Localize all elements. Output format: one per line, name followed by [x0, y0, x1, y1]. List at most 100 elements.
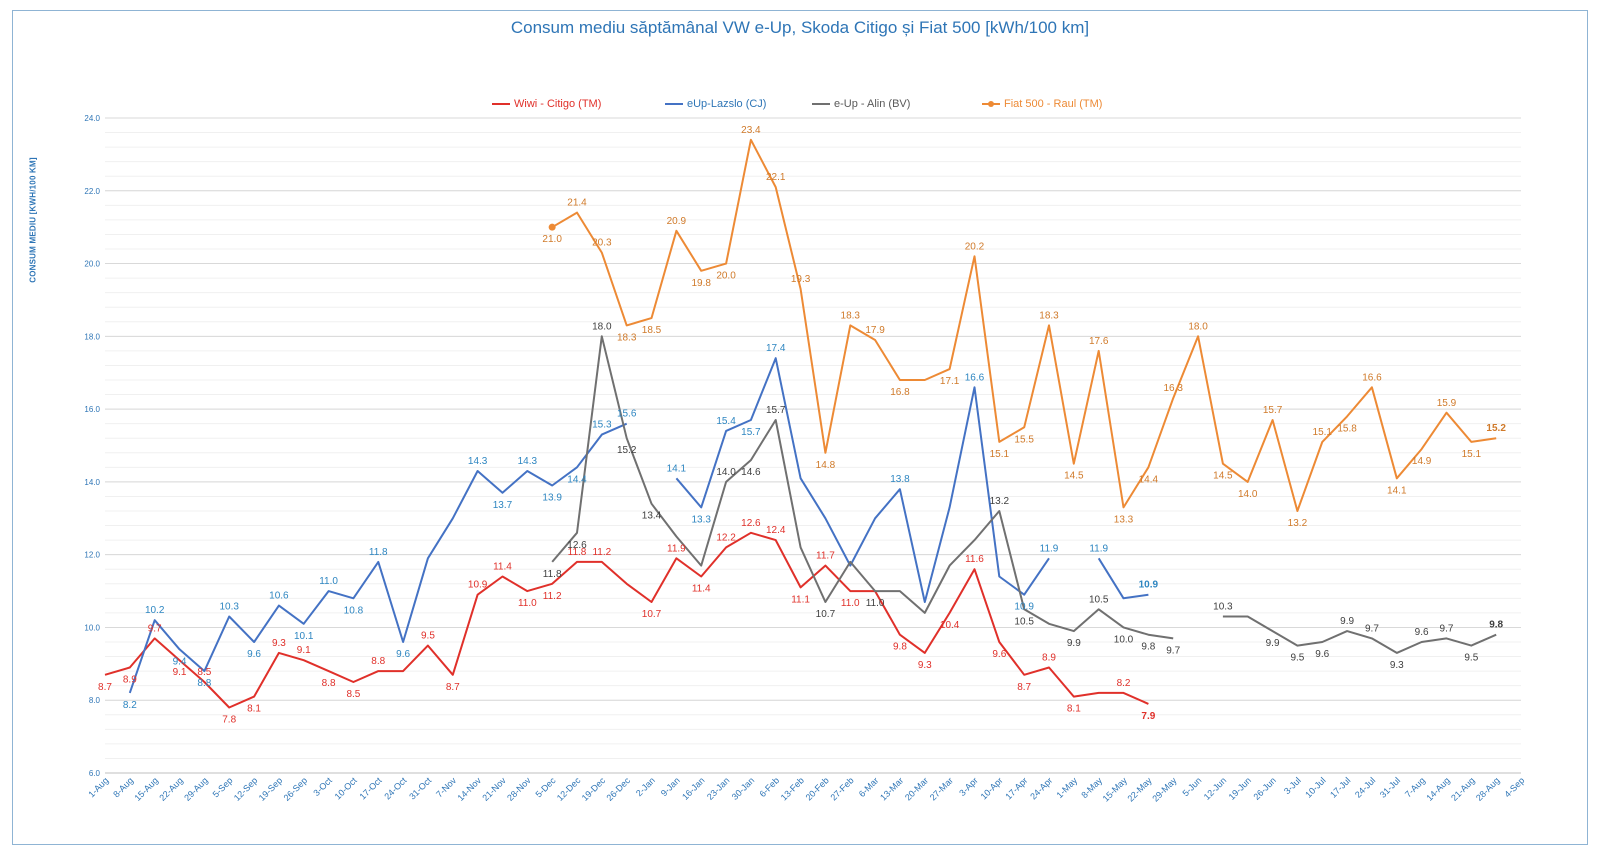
data-label: 23.4 — [741, 125, 761, 136]
data-label: 14.4 — [567, 474, 587, 485]
x-tick-label: 13-Feb — [779, 775, 806, 802]
x-tick-label: 15-May — [1101, 775, 1130, 804]
x-tick-label: 12-Sep — [232, 775, 260, 803]
x-tick-label: 14-Aug — [1424, 775, 1452, 803]
data-label: 10.1 — [294, 631, 314, 642]
data-label: 9.4 — [173, 656, 187, 667]
data-labels-2: 11.812.618.015.213.414.0 14.615.710.711.0… — [543, 321, 1504, 671]
data-label: 9.6 — [992, 649, 1006, 660]
data-label: 9.9 — [1340, 616, 1354, 627]
data-label: 14.8 — [816, 460, 836, 471]
data-label: 10.7 — [642, 609, 662, 620]
data-label: 10.9 — [1014, 602, 1034, 613]
x-tick-label: 10-Jul — [1303, 775, 1327, 799]
legend-swatch-alin — [812, 103, 830, 106]
x-tick-label: 23-Jan — [705, 775, 732, 802]
x-tick-label: 21-Aug — [1449, 775, 1477, 803]
data-label: 14.6 — [741, 467, 761, 478]
data-label: 17.6 — [1089, 336, 1109, 347]
data-label: 15.6 — [617, 409, 637, 420]
y-tick-label: 16.0 — [84, 405, 100, 414]
x-tick-label: 26-Sep — [282, 775, 310, 803]
legend: Wiwi - Citigo (TM) eUp-Lazslo (CJ) e-Up … — [0, 98, 1600, 114]
data-label: 11.6 — [965, 554, 984, 565]
data-label: 14.9 — [1412, 456, 1432, 467]
data-label: 15.5 — [1014, 434, 1034, 445]
data-label: 9.3 — [918, 660, 932, 671]
data-label: 10.7 — [816, 609, 836, 620]
x-tick-label: 17-Oct — [358, 775, 385, 802]
data-label: 10.5 — [1089, 594, 1109, 605]
data-label: 9.5 — [421, 631, 435, 642]
series-marker — [548, 223, 556, 231]
data-label: 18.0 — [592, 321, 612, 332]
data-label: 19.3 — [791, 274, 811, 285]
data-label: 17.4 — [766, 343, 786, 354]
data-label: 8.1 — [247, 704, 261, 715]
data-label: 11.8 — [568, 547, 587, 558]
data-label: 14.5 — [1213, 471, 1233, 482]
x-tick-label: 3-Oct — [311, 775, 334, 798]
series-0 — [104, 531, 1149, 709]
data-label: 11.2 — [543, 591, 562, 602]
x-tick-label: 12-Jun — [1202, 775, 1229, 802]
y-tick-label: 14.0 — [84, 478, 100, 487]
data-label: 11.0 — [319, 576, 338, 587]
x-tick-label: 31-Jul — [1378, 775, 1402, 799]
data-label: 10.8 — [344, 605, 364, 616]
data-label: 15.7 — [1263, 405, 1283, 416]
chart-title: Consum mediu săptămânal VW e-Up, Skoda C… — [510, 18, 1090, 37]
x-tick-label: 3-Jul — [1282, 775, 1303, 796]
series-2 — [551, 335, 1497, 654]
data-label: 11.9 — [667, 543, 686, 554]
data-label: 16.6 — [965, 372, 985, 383]
data-label: 9.1 — [297, 645, 311, 656]
data-label: 22.1 — [766, 172, 786, 183]
data-label: 8.8 — [197, 678, 211, 689]
series-line — [1097, 557, 1149, 600]
data-label: 8.9 — [1042, 652, 1056, 663]
data-label: 15.1 — [1313, 427, 1333, 438]
data-label: 9.6 — [247, 649, 261, 660]
data-label: 10.4 — [940, 620, 960, 631]
legend-swatch-wiwi — [492, 103, 510, 106]
data-label: 11.9 — [1089, 543, 1108, 554]
data-label: 17.1 — [940, 376, 960, 387]
x-tick-label: 24-Jul — [1353, 775, 1377, 799]
y-tick-label: 6.0 — [89, 769, 101, 778]
x-tick-label: 1-May — [1054, 775, 1079, 800]
data-label: 14.5 — [1064, 471, 1084, 482]
data-label: 20.3 — [592, 238, 612, 249]
data-label: 21.0 — [542, 234, 562, 245]
x-tick-label: 24-Apr — [1028, 775, 1054, 801]
series-3 — [551, 138, 1497, 512]
data-label: 14.0 — [1238, 489, 1258, 500]
data-label: 13.2 — [990, 496, 1010, 507]
data-label: 15.7 — [741, 427, 761, 438]
data-label: 11.8 — [369, 547, 388, 558]
data-label: 10.9 — [468, 580, 488, 591]
legend-label-lazslo: eUp-Lazslo (CJ) — [687, 98, 767, 110]
data-label: 20.2 — [965, 241, 985, 252]
data-label: 9.3 — [1390, 660, 1404, 671]
data-label: 9.7 — [1166, 645, 1180, 656]
data-label: 8.7 — [446, 682, 460, 693]
data-label: 15.2 — [1486, 423, 1506, 434]
data-label: 9.3 — [272, 638, 286, 649]
data-label: 12.6 — [567, 540, 587, 551]
x-tick-label: 27-Mar — [928, 775, 955, 802]
x-tick-label: 19-Sep — [257, 775, 285, 803]
x-tick-label: 29-Aug — [182, 775, 210, 803]
data-label: 12.6 — [741, 518, 761, 529]
data-label: 10.6 — [269, 591, 289, 602]
data-label: 11.0 — [866, 598, 885, 609]
data-labels-1: 8.2 10.2 9.4 8.8 10.3 9.6 10.6 10.1 11.0 10.8 11.8… — [123, 343, 1159, 711]
data-label: 15.4 — [716, 416, 736, 427]
y-tick-label: 12.0 — [84, 551, 100, 560]
data-label: 15.1 — [990, 449, 1010, 460]
data-label: 9.7 — [1365, 623, 1379, 634]
series-line — [128, 422, 628, 694]
data-label: 7.8 — [222, 715, 236, 726]
data-label: 18.0 — [1188, 321, 1208, 332]
data-label: 7.9 — [1141, 711, 1155, 722]
